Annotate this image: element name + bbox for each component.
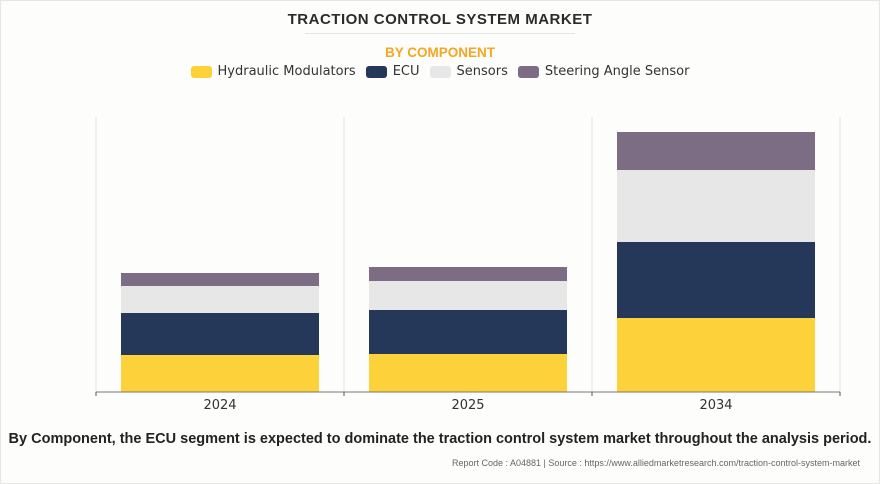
bar-segment-steering-angle-sensor — [121, 273, 319, 286]
bar-segment-ecu — [617, 242, 815, 318]
legend-label: Steering Angle Sensor — [544, 64, 690, 79]
legend-item-hydraulic-modulators[interactable]: Hydraulic Modulators — [190, 64, 356, 79]
x-tick-label: 2034 — [699, 398, 732, 413]
bar-segment-steering-angle-sensor — [369, 267, 567, 281]
legend-swatch — [365, 65, 387, 78]
bar-segment-ecu — [369, 310, 567, 354]
bar-segment-hydraulic-modulators — [617, 318, 815, 392]
legend-swatch — [429, 65, 451, 78]
title-divider — [305, 33, 575, 34]
x-tick-label: 2024 — [203, 398, 236, 413]
legend: Hydraulic Modulators ECU Sensors Steerin… — [0, 64, 880, 79]
bar-segment-sensors — [121, 286, 319, 313]
bar-segment-hydraulic-modulators — [121, 355, 319, 392]
chart-title: TRACTION CONTROL SYSTEM MARKET — [287, 11, 593, 28]
legend-item-ecu[interactable]: ECU — [365, 64, 420, 79]
chart-caption: By Component, the ECU segment is expecte… — [8, 431, 872, 447]
legend-swatch — [190, 65, 212, 78]
legend-label: Hydraulic Modulators — [217, 64, 356, 79]
bar-segment-sensors — [369, 281, 567, 310]
x-tick-label: 2025 — [451, 398, 484, 413]
legend-label: Sensors — [456, 64, 508, 79]
bar-segment-steering-angle-sensor — [617, 132, 815, 170]
legend-item-sensors[interactable]: Sensors — [429, 64, 508, 79]
bar-segment-sensors — [617, 170, 815, 242]
legend-item-steering-angle-sensor[interactable]: Steering Angle Sensor — [517, 64, 690, 79]
chart-subtitle: BY COMPONENT — [384, 45, 495, 60]
legend-swatch — [517, 65, 539, 78]
source-note: Report Code : A04881 | Source : https://… — [451, 458, 860, 468]
bar-segment-hydraulic-modulators — [369, 354, 567, 392]
bar-segment-ecu — [121, 313, 319, 355]
legend-label: ECU — [392, 64, 420, 79]
